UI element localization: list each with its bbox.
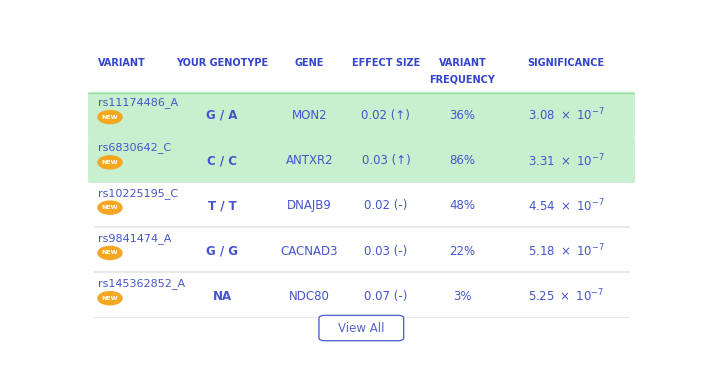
Text: NDC80: NDC80	[289, 290, 330, 303]
Text: NEW: NEW	[102, 250, 118, 255]
Text: $5.18\ \times\ 10^{-7}$: $5.18\ \times\ 10^{-7}$	[528, 243, 605, 259]
Text: NEW: NEW	[102, 115, 118, 120]
Text: FREQUENCY: FREQUENCY	[429, 75, 496, 85]
Text: EFFECT SIZE: EFFECT SIZE	[352, 58, 420, 68]
Text: rs9841474_A: rs9841474_A	[98, 233, 171, 244]
Text: 0.07 (-): 0.07 (-)	[364, 290, 407, 303]
Text: MON2: MON2	[292, 109, 327, 122]
Circle shape	[98, 247, 122, 260]
Text: CACNAD3: CACNAD3	[281, 245, 338, 258]
Text: rs11174486_A: rs11174486_A	[98, 97, 178, 108]
Text: $5.25\ \times\ 10^{-7}$: $5.25\ \times\ 10^{-7}$	[528, 288, 604, 305]
Text: 0.02 (↑): 0.02 (↑)	[362, 109, 410, 122]
Text: 48%: 48%	[449, 199, 475, 212]
FancyBboxPatch shape	[319, 315, 404, 341]
Text: C / C: C / C	[207, 154, 237, 167]
Circle shape	[98, 111, 122, 123]
Text: SIGNIFICANCE: SIGNIFICANCE	[527, 58, 605, 68]
Text: rs6830642_C: rs6830642_C	[98, 142, 171, 153]
Text: NA: NA	[212, 290, 231, 303]
Text: 0.03 (-): 0.03 (-)	[364, 245, 407, 258]
Text: G / G: G / G	[206, 245, 238, 258]
Text: View All: View All	[338, 322, 384, 334]
Text: 86%: 86%	[449, 154, 475, 167]
Text: GENE: GENE	[295, 58, 324, 68]
Text: 0.02 (-): 0.02 (-)	[364, 199, 407, 212]
FancyBboxPatch shape	[88, 138, 634, 182]
Text: VARIANT: VARIANT	[98, 58, 146, 68]
Text: 36%: 36%	[449, 109, 475, 122]
Text: 3%: 3%	[453, 290, 472, 303]
Text: $4.54\ \times\ 10^{-7}$: $4.54\ \times\ 10^{-7}$	[528, 198, 605, 214]
Circle shape	[98, 201, 122, 214]
Text: 0.03 (↑): 0.03 (↑)	[362, 154, 410, 167]
Text: G / A: G / A	[207, 109, 238, 122]
Text: T / T: T / T	[207, 199, 236, 212]
Text: NEW: NEW	[102, 296, 118, 301]
Text: VARIANT: VARIANT	[439, 58, 486, 68]
Circle shape	[98, 292, 122, 305]
Text: rs10225195_C: rs10225195_C	[98, 188, 178, 199]
Text: ANTXR2: ANTXR2	[286, 154, 333, 167]
Text: $3.31\ \times\ 10^{-7}$: $3.31\ \times\ 10^{-7}$	[528, 152, 605, 169]
Text: NEW: NEW	[102, 160, 118, 165]
Text: rs145362852_A: rs145362852_A	[98, 278, 185, 289]
Text: DNAJB9: DNAJB9	[287, 199, 332, 212]
Text: NEW: NEW	[102, 205, 118, 210]
FancyBboxPatch shape	[88, 92, 634, 137]
Text: $3.08\ \times\ 10^{-7}$: $3.08\ \times\ 10^{-7}$	[528, 107, 605, 123]
Circle shape	[98, 156, 122, 169]
Text: YOUR GENOTYPE: YOUR GENOTYPE	[176, 58, 268, 68]
Text: 22%: 22%	[449, 245, 475, 258]
